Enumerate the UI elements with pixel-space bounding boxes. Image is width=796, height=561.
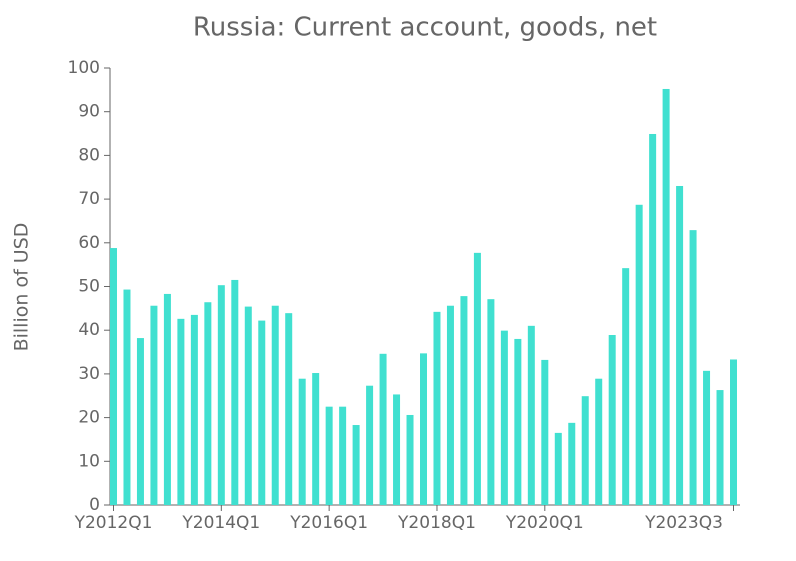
- bar: [366, 385, 374, 505]
- bar: [622, 268, 630, 505]
- y-tick-label: 60: [78, 233, 100, 253]
- bar: [136, 338, 144, 505]
- bar: [581, 396, 589, 505]
- bar: [190, 314, 198, 505]
- chart-title: Russia: Current account, goods, net: [193, 13, 657, 43]
- y-tick-label: 100: [68, 58, 100, 78]
- bar: [325, 406, 333, 505]
- bar: [393, 394, 401, 505]
- y-tick-label: 50: [78, 277, 100, 297]
- bar: [339, 406, 347, 505]
- bar: [379, 353, 387, 505]
- bar: [595, 378, 603, 505]
- bar: [150, 305, 158, 505]
- x-tick-label: Y2018Q1: [397, 513, 476, 533]
- bar: [730, 359, 737, 505]
- bar: [285, 313, 293, 505]
- bar: [635, 204, 643, 505]
- bar: [527, 325, 535, 505]
- bar: [460, 296, 468, 505]
- y-tick-label: 70: [78, 189, 100, 209]
- bar: [500, 330, 508, 505]
- x-tick-label: Y2014Q1: [181, 513, 260, 533]
- bar: [689, 230, 697, 505]
- bar: [312, 373, 320, 505]
- bar: [608, 335, 616, 505]
- x-tick-label: Y2016Q1: [289, 513, 368, 533]
- y-tick-label: 10: [78, 451, 100, 471]
- bar: [568, 422, 576, 505]
- bar: [649, 133, 657, 505]
- y-tick-label: 20: [78, 408, 100, 428]
- x-tick-label: Y2012Q1: [74, 513, 153, 533]
- bar: [298, 378, 306, 505]
- bar: [716, 390, 724, 505]
- bar: [433, 311, 441, 505]
- bar: [231, 279, 239, 505]
- bar: [110, 248, 117, 505]
- bar: [204, 302, 212, 505]
- bar: [703, 370, 711, 505]
- bar: [676, 185, 684, 506]
- y-axis-label: Billion of USD: [11, 223, 33, 352]
- y-tick-label: 80: [78, 145, 100, 165]
- bar: [406, 414, 414, 505]
- x-tick-label: Y2020Q1: [505, 513, 584, 533]
- bar: [352, 425, 360, 505]
- bar: [662, 88, 670, 505]
- bar: [541, 359, 549, 505]
- y-tick-label: 30: [78, 364, 100, 384]
- bar: [244, 306, 252, 505]
- bar: [258, 320, 266, 505]
- bar: [514, 338, 522, 505]
- x-tick-label: Y2023Q3: [644, 513, 723, 533]
- bar: [473, 252, 481, 505]
- bar: [217, 285, 225, 505]
- y-tick-label: 90: [78, 102, 100, 122]
- bar: [420, 353, 427, 505]
- bar: [163, 293, 171, 505]
- bar: [177, 318, 185, 505]
- bar: [271, 305, 279, 505]
- y-tick-label: 0: [89, 495, 100, 515]
- bar: [123, 289, 131, 505]
- bar: [554, 432, 562, 505]
- y-tick-label: 40: [78, 320, 100, 340]
- bar: [487, 299, 495, 505]
- bar: [446, 305, 454, 505]
